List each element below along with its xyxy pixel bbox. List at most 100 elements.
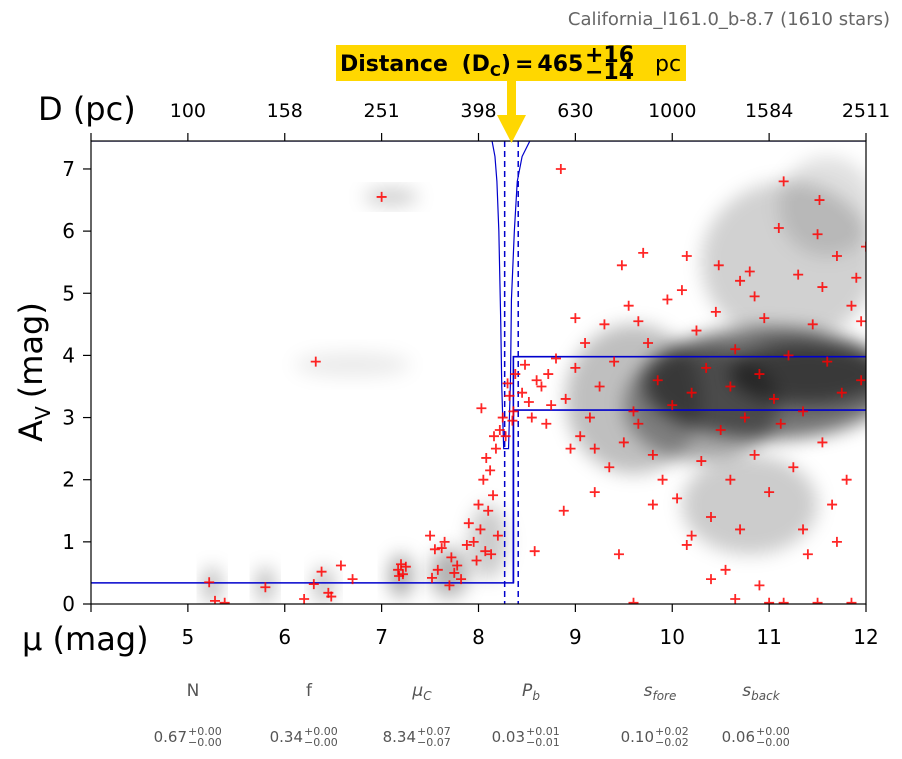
param-symbol: N [187,681,200,701]
star-point [846,300,857,311]
star-point [783,350,794,361]
star-point [672,493,683,504]
star-point [715,424,726,435]
star-point [520,359,530,370]
y-axis-title-symbol: A [12,420,50,442]
star-point [260,582,271,593]
star-point [856,375,866,386]
star-point [725,381,736,392]
star-point [326,591,337,602]
star-point [851,272,862,283]
density-blob [204,566,220,604]
star-point [575,431,586,442]
star-point [299,594,310,604]
param-value: 0.34 [270,728,303,746]
star-point [754,580,765,591]
star-point [841,474,852,485]
star-point [429,544,440,555]
param-value: 0.06 [722,728,755,746]
star-point [706,511,716,522]
star-point [425,530,436,541]
param-value: 0.67 [154,728,187,746]
param-plus: +0.00 [304,725,338,738]
star-point [517,387,528,398]
star-point [543,369,554,380]
star-point [394,571,405,582]
star-point [754,369,765,380]
param-value: 8.34 [383,728,416,746]
distance-badge: Distance (DC) = 465 +16 −14 pc [336,43,686,143]
y-tick-label: 5 [62,281,75,305]
star-point [817,282,828,293]
param-plus: +0.00 [756,725,790,738]
star-point [725,474,736,485]
star-point [446,552,457,563]
distance-badge-bg [336,45,686,81]
star-point [802,549,813,560]
star-point [861,241,866,252]
star-point [476,403,487,414]
star-point [494,424,505,435]
star-point [814,195,825,206]
param-minus: −0.02 [655,736,689,749]
star-point [773,223,784,234]
star-point [744,266,755,277]
star-point [473,499,484,510]
x-tick-label: 12 [853,625,878,649]
star-point [681,250,692,261]
star-point [570,362,581,373]
star-point [481,452,492,463]
param-minus: −0.00 [188,736,222,749]
star-point [735,275,746,286]
star-point [831,536,842,547]
star-point [604,462,615,473]
star-point [452,560,463,571]
star-point [647,499,658,510]
distance-arrow-shaft [507,81,516,117]
star-point [497,412,508,423]
star-point [628,406,639,417]
top-tick-label: 251 [363,100,399,122]
param-symbol: s [644,681,653,701]
star-point [633,316,644,327]
star-point [502,378,513,389]
distance-open-paren: ( [462,52,472,77]
star-point [730,344,741,355]
star-point [706,574,716,585]
star-point [720,564,731,575]
star-point [812,229,823,240]
top-tick-label: 1000 [648,100,696,122]
x-axis-bottom: 5 6 7 8 9 10 11 12 [90,604,879,649]
star-point [696,456,707,467]
star-point [570,313,581,324]
star-point [555,163,566,174]
distance-plus: +16 [585,43,634,68]
x-tick-label: 8 [472,625,485,649]
star-point [846,597,857,604]
star-point [589,487,600,498]
star-point [471,555,482,566]
distance-value: 465 [537,52,583,77]
density-blob [364,189,419,205]
star-point [210,595,220,604]
top-tick-label: 398 [460,100,496,122]
param-value: 0.03 [492,728,525,746]
param-name: sfore [644,681,677,703]
star-point [628,597,639,604]
star-point [523,397,534,408]
star-point [856,316,866,327]
star-point [609,356,620,367]
star-point [529,546,540,557]
star-point [739,412,750,423]
top-axis-title: D (pc) [38,90,136,128]
star-point [310,356,321,367]
star-point [551,353,561,364]
top-tick-label: 1584 [745,100,793,122]
star-point [817,437,828,448]
param-name: Pb [522,681,540,703]
star-point [400,561,411,572]
x-tick-label: 11 [756,625,781,649]
star-point [204,577,215,588]
star-point [594,381,605,392]
